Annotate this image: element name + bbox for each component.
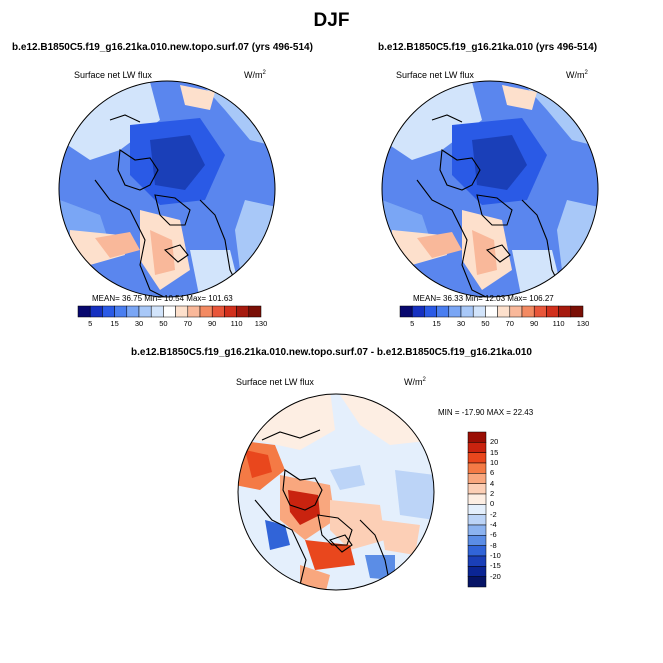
diff-colorbar-tick-label: -2 [490,509,497,519]
diff-colorbar-swatch [467,442,487,453]
panel1-units-label: W/m2 [244,70,266,80]
diff-colorbar-swatch [467,431,487,443]
diff-case-title: b.e12.B1850C5.f19_g16.21ka.010.new.topo.… [131,347,532,358]
diff-colorbar-swatch [467,566,487,577]
panel2-variable-label: Surface net LW flux [396,70,474,80]
panel1-colorbar-tick-label: 15 [110,319,119,328]
diff-colorbar-tick-label: 6 [490,468,495,478]
diff-colorbar-swatch [467,576,487,588]
panel1-colorbar-swatch [248,305,262,318]
diff-colorbar-tick-label: -4 [490,520,497,529]
diff-colorbar-swatch [467,452,487,464]
panel1-colorbar-tick-label: 70 [183,319,192,328]
panel2-case-title: b.e12.B1850C5.f19_g16.21ka.010 (yrs 496-… [378,42,598,53]
diff-colorbar-swatch [467,524,487,536]
diff-colorbar-tick-label: 4 [490,478,495,488]
panel2-colorbar-tick-label: 50 [481,319,490,328]
diff-colorbar-swatch [467,462,487,474]
diff-units-label: W/m2 [404,377,426,387]
panel2-colorbar-tick-label: 70 [505,319,514,328]
panel1-colorbar-tick-label: 30 [134,319,144,328]
diff-colorbar-swatch [467,473,487,484]
diff-colorbar-swatch [467,504,487,515]
diff-colorbar-tick-label: 20 [490,437,499,447]
panel2-colorbar-tick-label: 30 [456,319,466,328]
diff-colorbar-tick-label: -6 [490,530,497,540]
diff-variable-label: Surface net LW flux [236,377,314,387]
panel2-colorbar-tick-label: 15 [432,319,441,328]
panel2-colorbar-tick-label: 110 [552,319,565,328]
panel1-stats: MEAN= 36.75 Min= 10.54 Max= 101.63 [92,294,233,303]
diff-colorbar-tick-label: 0 [490,499,495,509]
panel2-units-label: W/m2 [566,70,588,80]
diff-colorbar-swatch [467,483,487,495]
diff-colorbar-swatch [467,514,487,526]
panel2-stats: MEAN= 36.33 Min= 12.03 Max= 106.27 [413,294,554,303]
diff-colorbar-swatch [467,493,487,505]
panel2-colorbar-tick-label: 130 [576,319,590,328]
panel1-colorbar-tick-label: 5 [88,319,93,328]
panel2-colorbar-tick-label: 5 [410,319,415,328]
diff-colorbar-tick-label: -10 [490,551,501,560]
diff-colorbar-swatch [467,555,487,567]
diff-colorbar-tick-label: 2 [490,489,495,498]
diff-colorbar-tick-label: -8 [490,540,497,550]
panel1-colorbar-tick-label: 130 [254,319,268,328]
diff-colorbar-tick-label: 10 [490,458,499,467]
panel1-case-title: b.e12.B1850C5.f19_g16.21ka.010.new.topo.… [12,42,313,53]
panel1-colorbar-tick-label: 110 [230,319,243,328]
diff-colorbar-tick-label: -20 [490,571,501,581]
diff-colorbar-tick-label: 15 [490,447,499,457]
diff-colorbar-swatch [467,535,487,546]
panel2-colorbar-swatch [570,305,584,318]
panel1-variable-label: Surface net LW flux [74,70,152,80]
diff-colorbar-tick-label: -15 [490,561,501,571]
panel1-colorbar-tick-label: 50 [159,319,168,328]
panel1-colorbar-tick-label: 90 [208,319,217,328]
diff-colorbar-swatch [467,545,487,557]
panel2-colorbar-tick-label: 90 [530,319,539,328]
diff-stats: MIN = -17.90 MAX = 22.43 [438,408,534,417]
main-title: DJF [313,10,350,31]
